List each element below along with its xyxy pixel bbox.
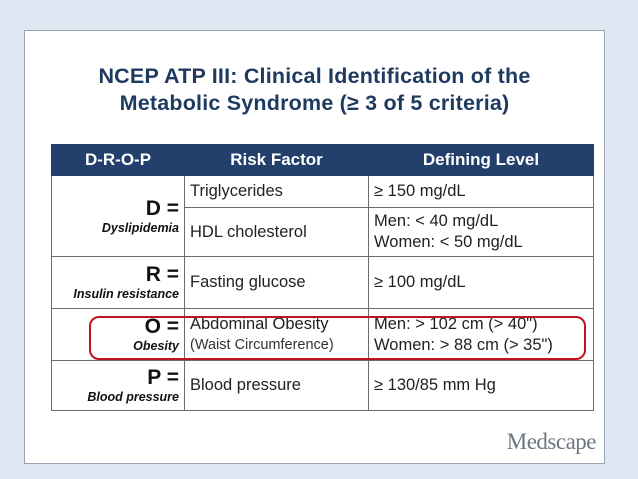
medscape-logo: Medscape [506,429,597,454]
title-line-2: Metabolic Syndrome (≥ 3 of 5 criteria) [119,91,510,115]
table-row-d1: D = Dyslipidemia Triglycerides ≥ 150 mg/… [51,175,594,257]
header-defining-level: Defining Level [368,144,594,176]
drop-cell-r: R = Insulin resistance [51,256,185,309]
table-header-row: D-R-O-P Risk Factor Defining Level [51,144,594,176]
factor-triglycerides: Triglycerides [184,175,369,208]
label-dyslipidemia: Dyslipidemia [101,220,179,235]
factor-abdominal-obesity: Abdominal Obesity (Waist Circumference) [184,308,369,361]
table-row-r: R = Insulin resistance Fasting glucose ≥… [51,256,594,309]
criteria-table: D-R-O-P Risk Factor Defining Level D = D… [51,144,594,411]
drop-cell-o: O = Obesity [51,308,185,361]
label-blood-pressure: Blood pressure [87,390,179,404]
level-fasting-glucose: ≥ 100 mg/dL [368,256,594,309]
drop-cell-p: P = Blood pressure [51,360,185,411]
level-hdl-men: Men: < 40 mg/dL [374,212,499,230]
header-risk-factor: Risk Factor [184,144,369,176]
factor-fasting-glucose: Fasting glucose [184,256,369,309]
factor-hdl: HDL cholesterol [184,207,369,257]
header-drop: D-R-O-P [51,144,185,176]
level-hdl: Men: < 40 mg/dL Women: < 50 mg/dL [368,207,594,257]
level-triglycerides: ≥ 150 mg/dL [368,175,594,208]
letter-r: R = [145,263,179,286]
letter-p: P = [147,366,179,389]
factor-waist-circumference: (Waist Circumference) [190,336,334,353]
factor-blood-pressure: Blood pressure [184,360,369,411]
letter-d: D = [145,196,179,220]
level-hdl-women: Women: < 50 mg/dL [374,233,523,251]
factor-abdominal-obesity-line1: Abdominal Obesity [190,314,329,333]
level-waist-women: Women: > 88 cm (> 35") [374,335,553,354]
level-waist: Men: > 102 cm (> 40") Women: > 88 cm (> … [368,308,594,361]
drop-cell-d: D = Dyslipidemia [51,175,185,257]
title-line-1: NCEP ATP III: Clinical Identification of… [98,64,531,88]
label-obesity: Obesity [133,339,179,353]
letter-o: O = [144,315,179,338]
table-row-o: O = Obesity Abdominal Obesity (Waist Cir… [51,308,594,361]
slide: NCEP ATP III: Clinical Identification of… [24,30,605,464]
table-row-d2: HDL cholesterol Men: < 40 mg/dL Women: <… [52,207,594,257]
table-row-p: P = Blood pressure Blood pressure ≥ 130/… [51,360,594,411]
label-insulin-resistance: Insulin resistance [73,287,179,301]
slide-title: NCEP ATP III: Clinical Identification of… [25,63,604,117]
level-blood-pressure: ≥ 130/85 mm Hg [368,360,594,411]
level-waist-men: Men: > 102 cm (> 40") [374,314,538,333]
